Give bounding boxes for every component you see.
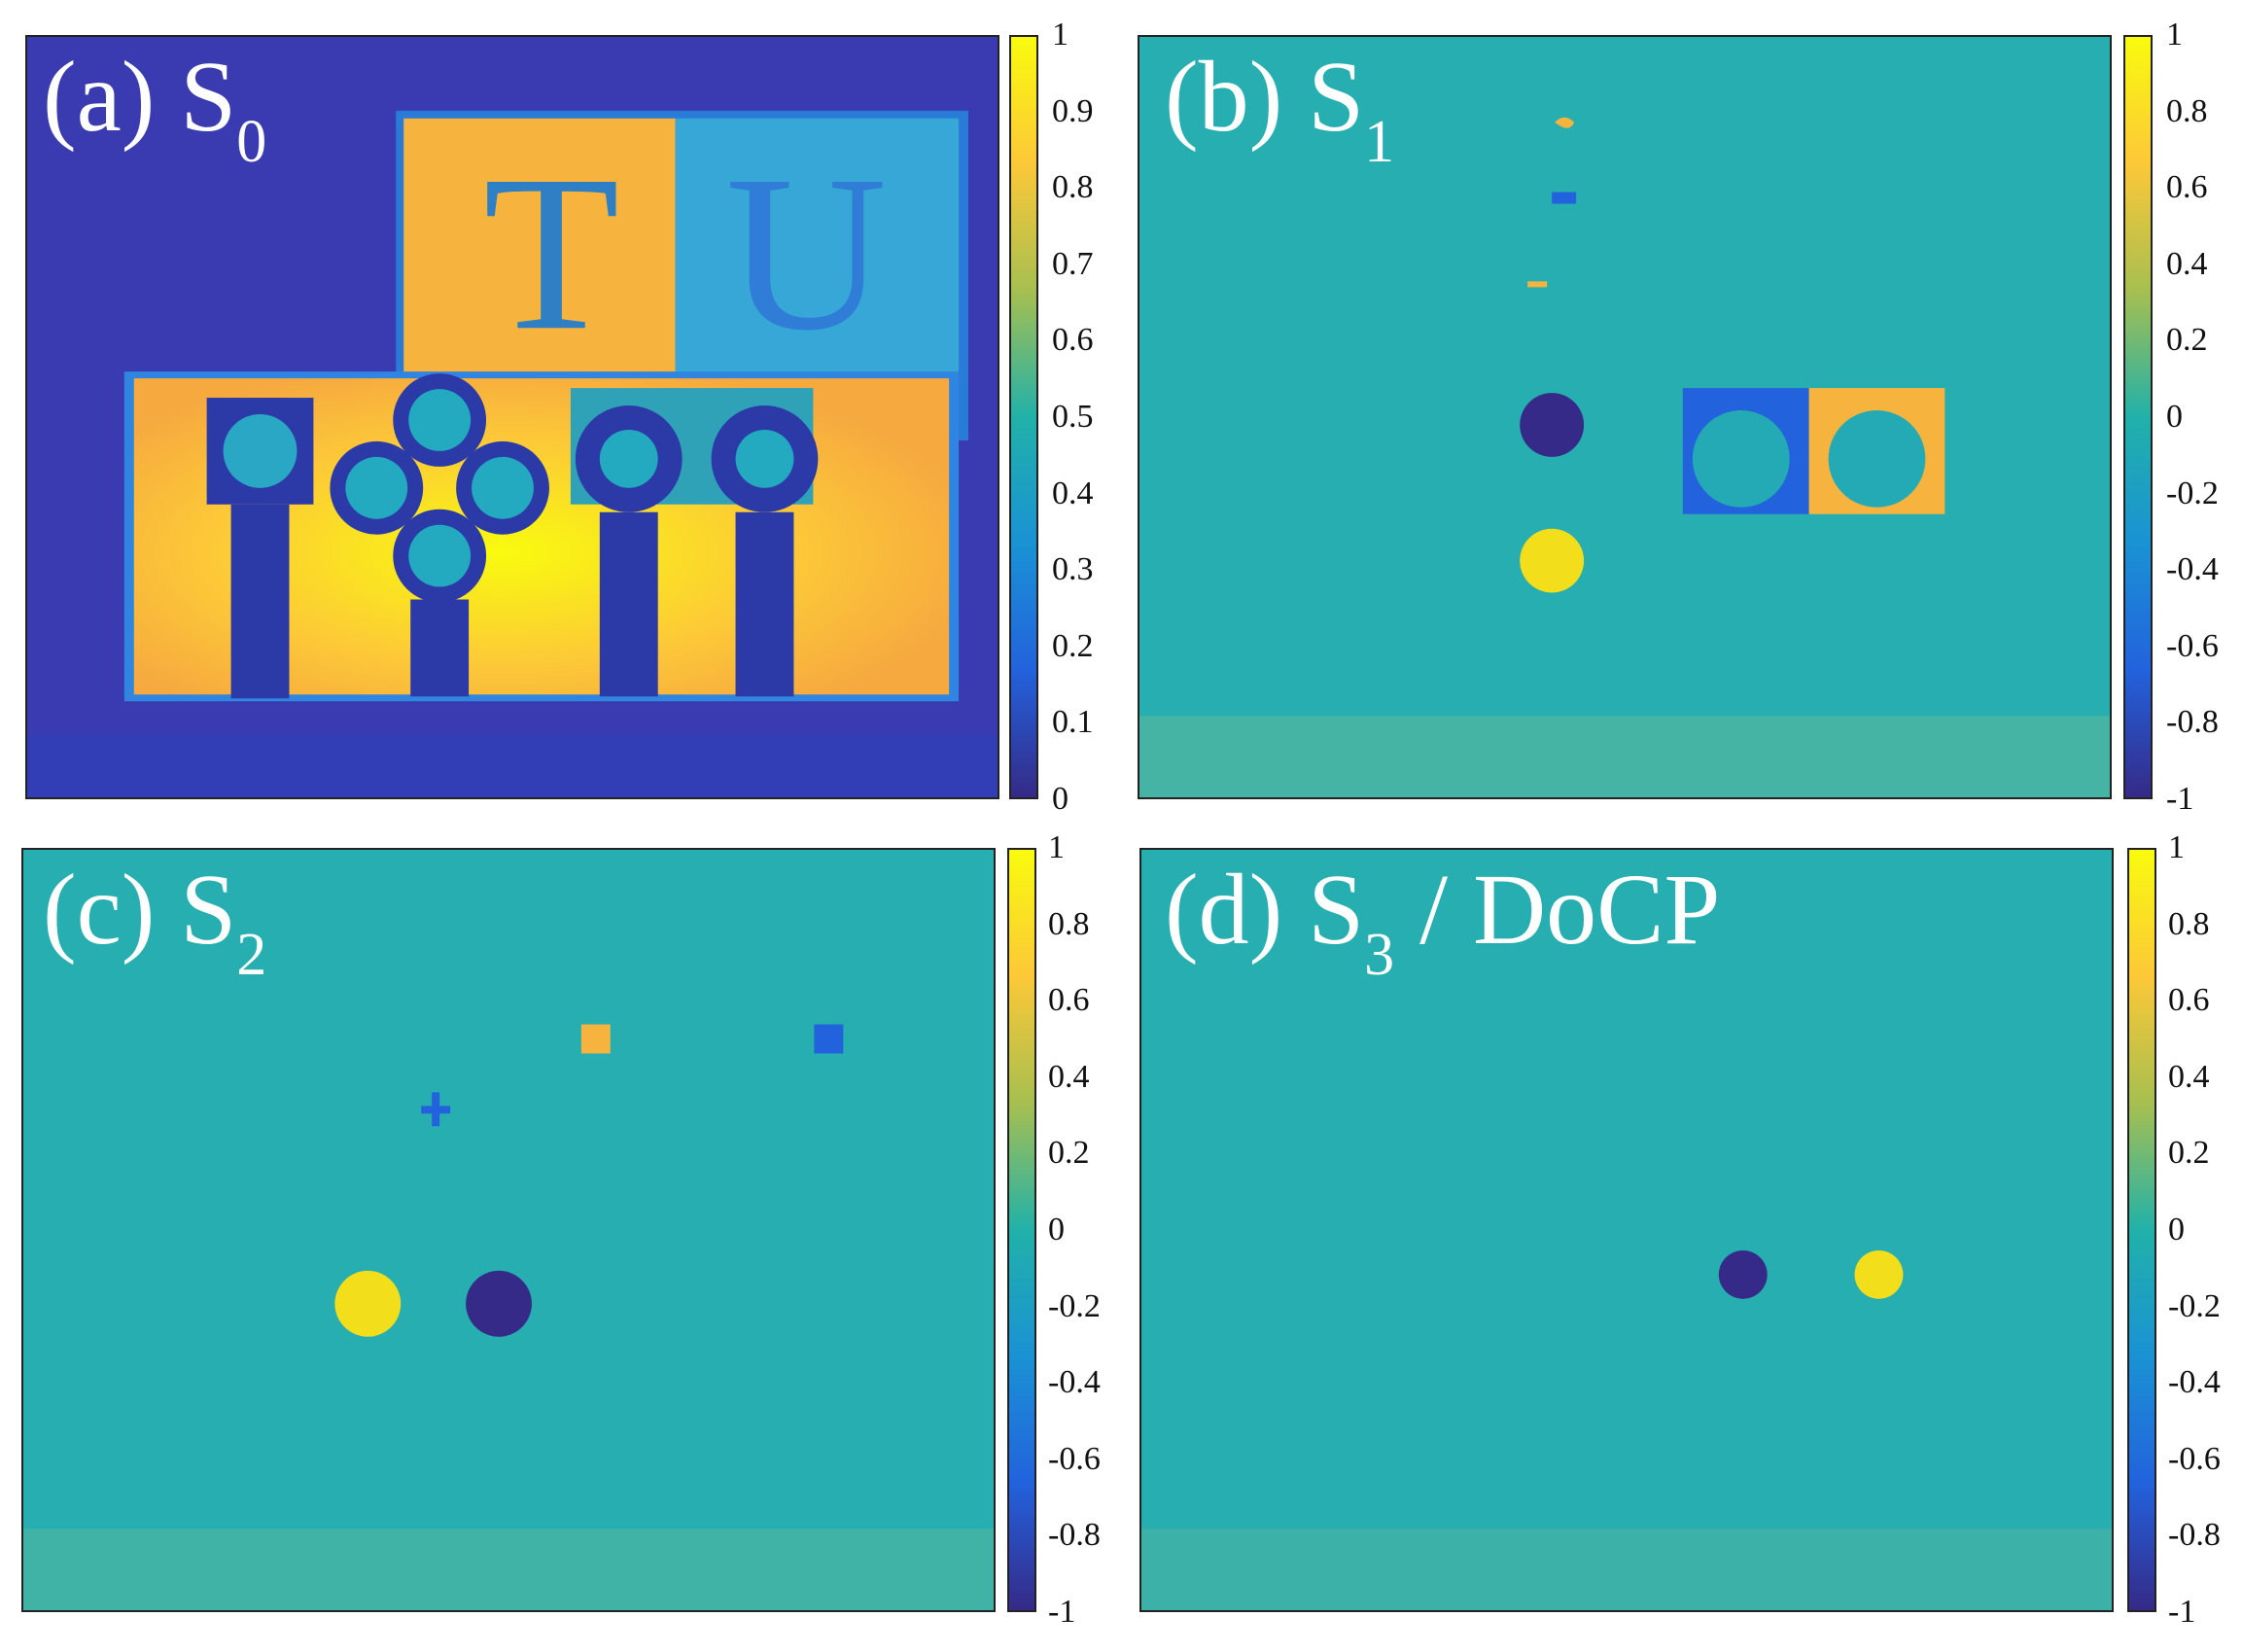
s0-image: T U <box>25 35 999 799</box>
colorbar-tick-label: 0 <box>2166 399 2183 435</box>
s0-colorbar <box>1009 35 1038 799</box>
s1-image <box>1138 35 2112 799</box>
s2-image <box>21 848 996 1612</box>
colorbar-tick-label: -0.6 <box>2166 627 2219 664</box>
panel-c-label: (c) S2 <box>43 854 267 988</box>
colorbar-tick-label: 1 <box>2168 829 2185 865</box>
colorbar-tick-label: -1 <box>2168 1594 2196 1630</box>
colorbar-tick-label: 0.8 <box>2166 92 2208 129</box>
s3-colorbar <box>2127 848 2156 1612</box>
colorbar-tick-label: 0.6 <box>1048 982 1090 1019</box>
svg-text:U: U <box>726 129 888 376</box>
colorbar-tick-label: -0.8 <box>1048 1517 1101 1554</box>
panel-b-label: (b) S1 <box>1165 41 1395 175</box>
colorbar-tick-label: 0.8 <box>1052 169 1094 206</box>
colorbar-tick-label: 0.6 <box>2168 982 2210 1019</box>
panel-d-label: (d) S3 / DoCP <box>1165 854 1721 988</box>
colorbar-tick-label: 0.3 <box>1052 551 1094 588</box>
colorbar-tick-label: 0.4 <box>2168 1058 2210 1095</box>
colorbar-tick-label: -0.8 <box>2166 704 2219 741</box>
colorbar-tick-label: 0.4 <box>2166 245 2208 282</box>
colorbar-tick-label: 0.9 <box>1052 92 1094 129</box>
panel-a-label: (a) S0 <box>43 41 267 175</box>
svg-text:T: T <box>483 129 619 376</box>
colorbar-tick-label: -0.2 <box>2168 1287 2221 1324</box>
colorbar-tick-label: 0.8 <box>2168 905 2210 942</box>
colorbar-tick-label: 0.6 <box>2166 169 2208 206</box>
colorbar-tick-label: -0.4 <box>1048 1364 1101 1401</box>
colorbar-tick-label: 0 <box>1048 1212 1065 1248</box>
colorbar-tick-label: 0.5 <box>1052 399 1094 435</box>
colorbar-tick-label: 0.4 <box>1048 1058 1090 1095</box>
colorbar-tick-label: 0.2 <box>1052 627 1094 664</box>
colorbar-tick-label: 0 <box>2168 1212 2185 1248</box>
colorbar-tick-label: -1 <box>2166 781 2194 817</box>
colorbar-tick-label: 1 <box>1052 17 1068 53</box>
colorbar-tick-label: 0.6 <box>1052 322 1094 359</box>
colorbar-tick-label: -0.6 <box>1048 1440 1101 1477</box>
colorbar-tick-label: -0.2 <box>1048 1287 1101 1324</box>
colorbar-tick-label: 0.2 <box>1048 1135 1090 1172</box>
colorbar-tick-label: -0.4 <box>2168 1364 2221 1401</box>
colorbar-tick-label: 1 <box>1048 829 1065 865</box>
colorbar-tick-label: -1 <box>1048 1594 1076 1630</box>
colorbar-tick-label: 0.2 <box>2168 1135 2210 1172</box>
colorbar-tick-label: -0.8 <box>2168 1517 2221 1554</box>
colorbar-tick-label: 0.7 <box>1052 245 1094 282</box>
colorbar-tick-label: 0.4 <box>1052 475 1094 511</box>
colorbar-tick-label: -0.4 <box>2166 551 2219 588</box>
colorbar-tick-label: 0.2 <box>2166 322 2208 359</box>
colorbar-tick-label: 0.8 <box>1048 905 1090 942</box>
colorbar-tick-label: 1 <box>2166 17 2183 53</box>
s2-colorbar <box>1007 848 1036 1612</box>
colorbar-tick-label: -0.6 <box>2168 1440 2221 1477</box>
colorbar-tick-label: 0 <box>1052 781 1068 817</box>
s3-image <box>1139 848 2114 1612</box>
colorbar-tick-label: -0.2 <box>2166 475 2219 511</box>
s1-colorbar <box>2123 35 2153 799</box>
colorbar-tick-label: 0.1 <box>1052 704 1094 741</box>
